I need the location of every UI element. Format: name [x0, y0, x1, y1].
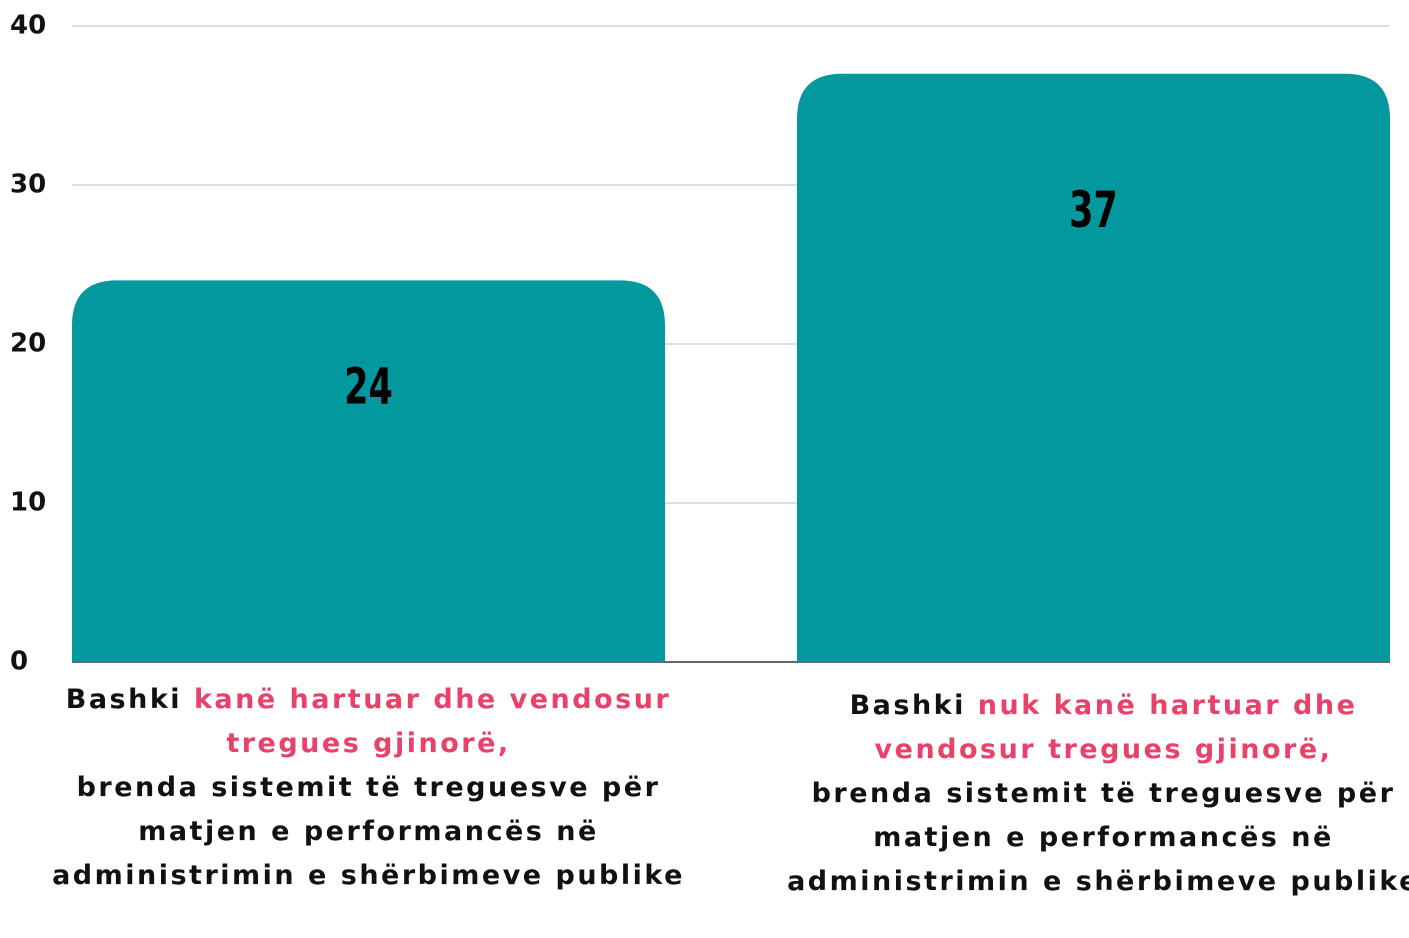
y-tick-label: 10 — [10, 488, 46, 518]
bar — [797, 73, 1390, 662]
label-text: brenda sistemit të treguesve për matjen … — [52, 772, 685, 891]
y-tick-label: 30 — [10, 170, 46, 200]
label-text: Bashki — [849, 690, 978, 721]
highlight-text: kanë hartuar dhe vendosur tregues gjinor… — [193, 684, 672, 759]
highlight-text: nuk kanë hartuar dhe vendosur tregues gj… — [874, 690, 1358, 765]
x-tick-label: Bashki nuk kanë hartuar dhe vendosur tre… — [787, 684, 1409, 904]
y-tick-label: 20 — [10, 329, 46, 359]
y-tick-label: 40 — [10, 11, 46, 41]
y-tick-label: 0 — [10, 647, 28, 677]
bar — [72, 280, 665, 662]
x-tick-label: Bashki kanë hartuar dhe vendosur tregues… — [52, 678, 685, 898]
value-label: 24 — [344, 359, 393, 417]
label-text: brenda sistemit të treguesve për matjen … — [787, 778, 1409, 897]
value-label: 37 — [1069, 182, 1118, 240]
label-text: Bashki — [65, 684, 194, 715]
